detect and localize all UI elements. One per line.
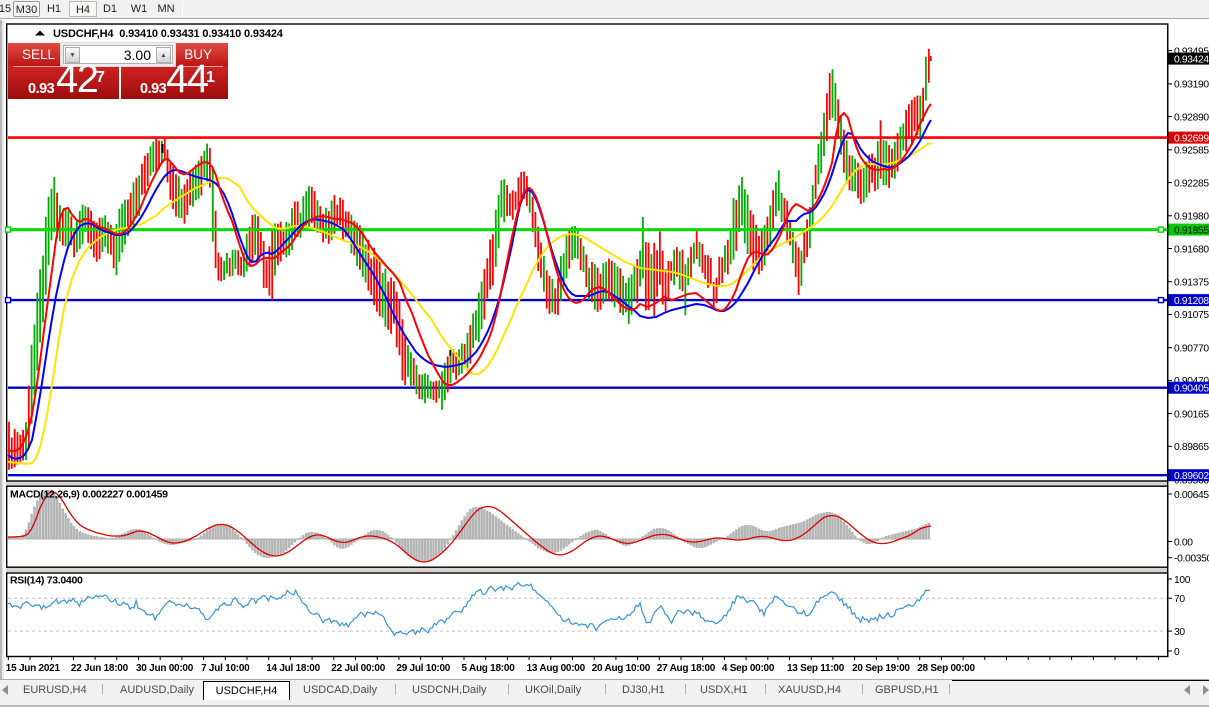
svg-text:100: 100 (1174, 575, 1191, 586)
svg-text:0.00: 0.00 (1174, 537, 1193, 548)
svg-text:0.90405: 0.90405 (1174, 384, 1209, 395)
svg-text:0.006451: 0.006451 (1174, 490, 1209, 501)
svg-text:28 Sep 00:00: 28 Sep 00:00 (917, 663, 975, 674)
svg-text:14 Jul 18:00: 14 Jul 18:00 (266, 663, 320, 674)
svg-text:13 Aug 00:00: 13 Aug 00:00 (527, 663, 586, 674)
svg-text:15 Jun 2021: 15 Jun 2021 (6, 663, 61, 674)
svg-text:0.91680: 0.91680 (1174, 244, 1209, 255)
svg-text:7 Jul 10:00: 7 Jul 10:00 (201, 663, 250, 674)
svg-text:MACD(12,26,9) 0.002227 0.00145: MACD(12,26,9) 0.002227 0.001459 (10, 489, 168, 501)
svg-text:0.90165: 0.90165 (1174, 409, 1209, 420)
svg-text:30 Jun 00:00: 30 Jun 00:00 (136, 663, 194, 674)
svg-text:29 Jul 10:00: 29 Jul 10:00 (396, 663, 450, 674)
svg-text:22 Jun 18:00: 22 Jun 18:00 (71, 663, 129, 674)
svg-text:0.92699: 0.92699 (1174, 133, 1209, 144)
svg-text:20 Sep 19:00: 20 Sep 19:00 (852, 663, 910, 674)
svg-text:0.93190: 0.93190 (1174, 80, 1209, 91)
svg-text:70: 70 (1174, 594, 1185, 605)
svg-text:0.92585: 0.92585 (1174, 146, 1209, 157)
svg-text:0.93495: 0.93495 (1174, 46, 1209, 57)
svg-text:-0.003507: -0.003507 (1174, 554, 1209, 565)
svg-text:0.93424: 0.93424 (1174, 54, 1209, 65)
svg-text:0.91375: 0.91375 (1174, 278, 1209, 289)
svg-text:20 Aug 10:00: 20 Aug 10:00 (592, 663, 651, 674)
svg-text:0.92285: 0.92285 (1174, 178, 1209, 189)
svg-text:5 Aug 18:00: 5 Aug 18:00 (462, 663, 516, 674)
svg-text:0.91855: 0.91855 (1174, 225, 1209, 236)
svg-text:0: 0 (1174, 647, 1180, 658)
svg-text:0.91980: 0.91980 (1174, 212, 1209, 223)
svg-text:0.89865: 0.89865 (1174, 442, 1209, 453)
svg-text:0.90770: 0.90770 (1174, 344, 1209, 355)
svg-text:0.91208: 0.91208 (1174, 296, 1209, 307)
svg-text:0.89602: 0.89602 (1174, 471, 1209, 482)
svg-text:4 Sep 00:00: 4 Sep 00:00 (722, 663, 775, 674)
svg-text:30: 30 (1174, 627, 1185, 638)
svg-text:RSI(14) 73.0400: RSI(14) 73.0400 (10, 575, 83, 587)
svg-text:13 Sep 11:00: 13 Sep 11:00 (787, 663, 845, 674)
svg-text:0.91075: 0.91075 (1174, 310, 1209, 321)
svg-text:27 Aug 18:00: 27 Aug 18:00 (657, 663, 716, 674)
svg-text:22 Jul 00:00: 22 Jul 00:00 (331, 663, 385, 674)
svg-text:0.92890: 0.92890 (1174, 112, 1209, 123)
svg-text:USDCHF,H4 0.93410 0.93431 0.9: USDCHF,H4 0.93410 0.93431 0.93410 0.9342… (53, 28, 284, 40)
